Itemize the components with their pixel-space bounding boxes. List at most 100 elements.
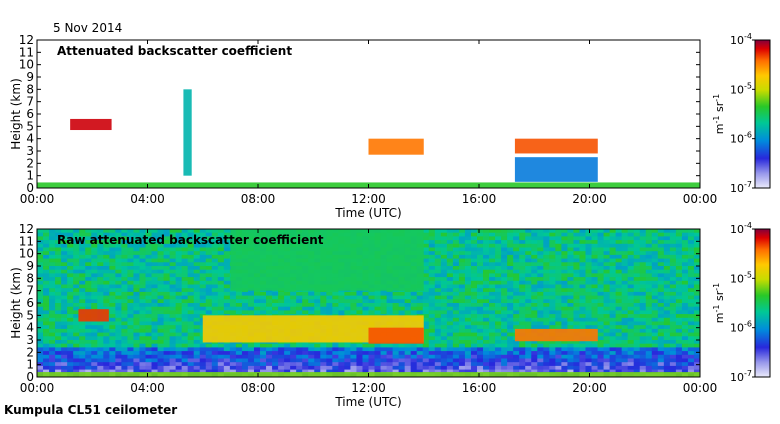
noise-cell bbox=[127, 317, 134, 322]
noise-cell bbox=[404, 369, 412, 374]
noise-cell bbox=[115, 362, 122, 367]
noise-cell bbox=[627, 303, 635, 308]
noise-cell bbox=[633, 277, 641, 282]
noise-cell bbox=[458, 240, 466, 245]
noise-cell bbox=[501, 284, 508, 289]
noise-cell bbox=[109, 291, 116, 296]
noise-cell bbox=[621, 365, 629, 370]
noise-cell bbox=[43, 254, 50, 259]
noise-cell bbox=[115, 295, 122, 300]
noise-cell bbox=[663, 251, 671, 256]
noise-cell bbox=[615, 340, 623, 345]
noise-cell bbox=[193, 340, 201, 345]
noise-cell bbox=[657, 251, 665, 256]
noise-cell bbox=[326, 291, 333, 296]
noise-cell bbox=[525, 299, 532, 304]
noise-cell bbox=[446, 258, 454, 263]
noise-cell bbox=[133, 251, 140, 256]
noise-cell bbox=[368, 299, 375, 304]
noise-cell bbox=[537, 284, 544, 289]
noise-cell bbox=[549, 280, 556, 285]
noise-cell bbox=[187, 251, 195, 256]
noise-cell bbox=[603, 310, 610, 315]
noise-cell bbox=[67, 229, 74, 234]
noise-cell bbox=[73, 240, 80, 245]
noise-cell bbox=[67, 310, 74, 315]
noise-cell bbox=[278, 343, 285, 348]
noise-cell bbox=[687, 284, 695, 289]
noise-cell bbox=[103, 262, 110, 267]
noise-cell bbox=[458, 362, 466, 367]
noise-cell bbox=[687, 325, 695, 330]
noise-cell bbox=[609, 365, 617, 370]
noise-cell bbox=[37, 328, 44, 333]
noise-cell bbox=[247, 343, 255, 348]
noise-cell bbox=[37, 273, 44, 278]
noise-cell bbox=[67, 369, 74, 374]
noise-cell bbox=[284, 299, 291, 304]
noise-cell bbox=[573, 325, 580, 330]
noise-cell bbox=[43, 336, 50, 341]
noise-cell bbox=[458, 328, 466, 333]
noise-cell bbox=[579, 365, 586, 370]
noise-cell bbox=[181, 273, 189, 278]
noise-cell bbox=[145, 236, 152, 241]
noise-cell bbox=[507, 273, 514, 278]
noise-cell bbox=[326, 306, 333, 311]
noise-cell bbox=[537, 343, 544, 348]
noise-cell bbox=[37, 340, 44, 345]
noise-cell bbox=[175, 362, 183, 367]
noise-cell bbox=[398, 358, 406, 363]
noise-cell bbox=[344, 291, 351, 296]
noise-cell bbox=[73, 229, 80, 234]
noise-cell bbox=[260, 299, 267, 304]
noise-cell bbox=[103, 340, 110, 345]
noise-cell bbox=[633, 273, 641, 278]
noise-cell bbox=[675, 299, 683, 304]
noise-cell bbox=[663, 328, 671, 333]
noise-cell bbox=[398, 310, 406, 315]
noise-cell bbox=[37, 280, 44, 285]
noise-cell bbox=[380, 369, 387, 374]
noise-cell bbox=[639, 354, 647, 359]
noise-cell bbox=[549, 254, 556, 259]
noise-cell bbox=[615, 369, 623, 374]
noise-cell bbox=[483, 266, 490, 271]
noise-cell bbox=[543, 254, 550, 259]
noise-cell bbox=[139, 273, 146, 278]
noise-cell bbox=[585, 303, 592, 308]
noise-cell bbox=[452, 280, 460, 285]
noise-cell bbox=[615, 358, 623, 363]
noise-cell bbox=[489, 258, 496, 263]
noise-cell bbox=[374, 295, 381, 300]
noise-cell bbox=[121, 258, 128, 263]
noise-cell bbox=[597, 306, 604, 311]
noise-cell bbox=[501, 306, 508, 311]
noise-cell bbox=[525, 258, 532, 263]
noise-cell bbox=[440, 295, 448, 300]
noise-cell bbox=[470, 291, 478, 296]
noise-cell bbox=[211, 236, 219, 241]
noise-cell bbox=[609, 291, 617, 296]
noise-cell bbox=[332, 351, 339, 356]
noise-cell bbox=[573, 347, 580, 352]
noise-cell bbox=[531, 369, 538, 374]
y-tick-label: 6 bbox=[26, 296, 34, 310]
noise-cell bbox=[573, 243, 580, 248]
noise-cell bbox=[163, 266, 170, 271]
noise-cell bbox=[428, 321, 436, 326]
noise-cell bbox=[85, 254, 92, 259]
noise-cell bbox=[79, 291, 86, 296]
noise-cell bbox=[470, 340, 478, 345]
noise-cell bbox=[519, 310, 526, 315]
noise-cell bbox=[464, 351, 472, 356]
noise-cell bbox=[91, 295, 98, 300]
noise-cell bbox=[476, 258, 484, 263]
noise-cell bbox=[507, 254, 514, 259]
noise-cell bbox=[639, 325, 647, 330]
noise-cell bbox=[657, 262, 665, 267]
noise-cell bbox=[669, 358, 677, 363]
noise-cell bbox=[687, 277, 695, 282]
noise-cell bbox=[489, 254, 496, 259]
noise-cell bbox=[302, 365, 309, 370]
